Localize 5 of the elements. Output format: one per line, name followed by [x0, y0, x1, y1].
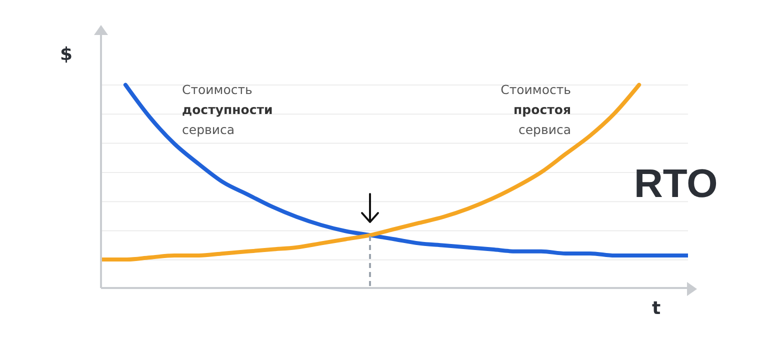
series-label: Стоимость простоя сервиса	[500, 81, 571, 139]
series-label: Стоимость доступности сервиса	[182, 81, 273, 139]
annotation: RTO	[634, 162, 718, 207]
x-axis-title: t	[652, 298, 661, 319]
y-axis-title: $	[60, 44, 73, 65]
